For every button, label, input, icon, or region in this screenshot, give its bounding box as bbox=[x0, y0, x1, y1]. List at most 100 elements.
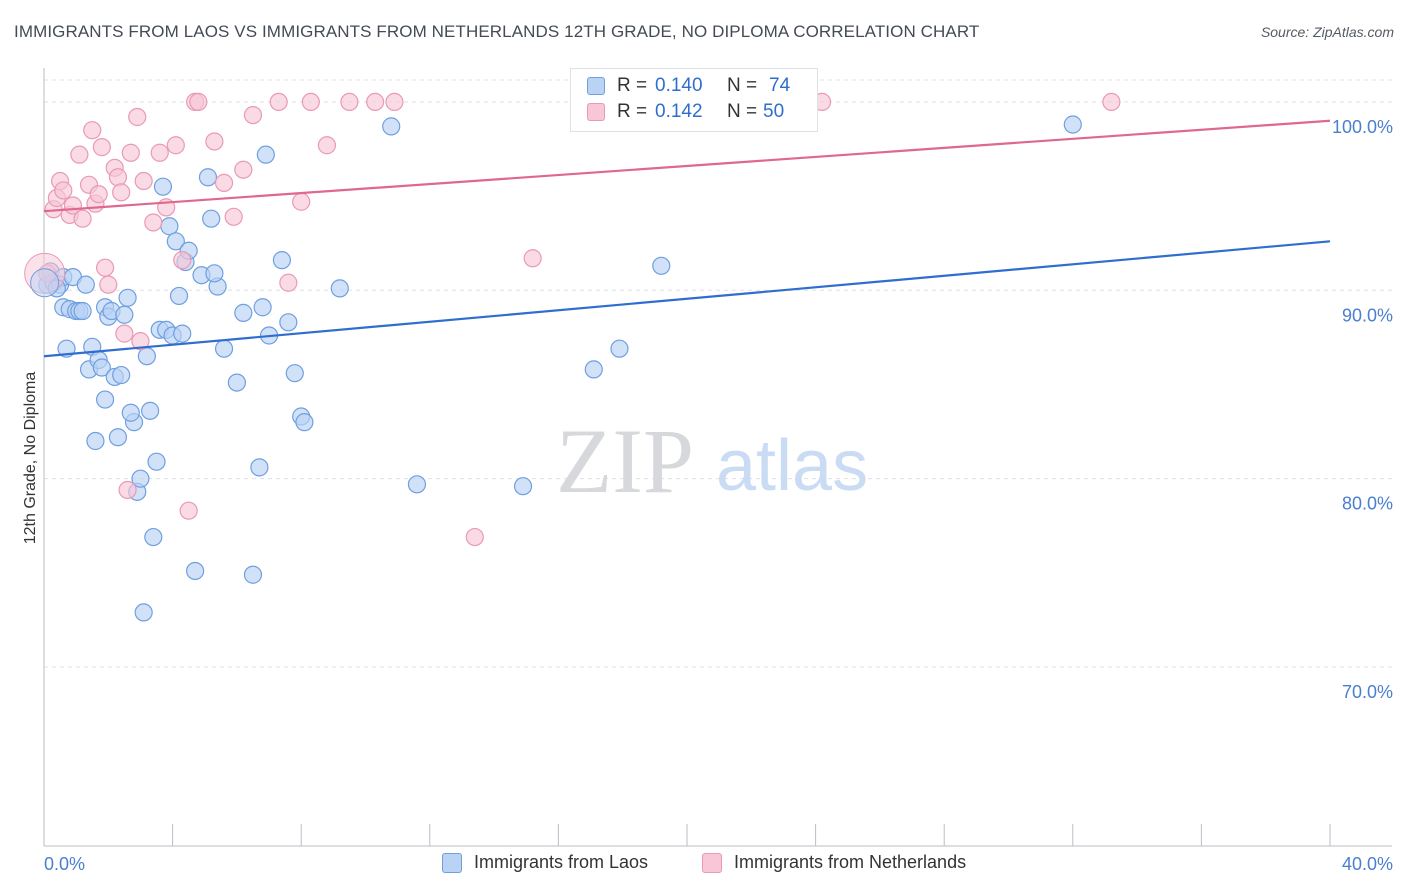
data-point-laos[interactable] bbox=[92, 358, 111, 377]
legend-swatch-laos bbox=[587, 77, 605, 95]
data-point-netherlands[interactable] bbox=[89, 185, 108, 204]
y-tick-label: 90.0% bbox=[1342, 305, 1393, 325]
data-point-laos[interactable] bbox=[205, 264, 224, 283]
data-point-laos[interactable] bbox=[256, 145, 275, 164]
points-layer bbox=[24, 92, 1121, 622]
data-point-laos[interactable] bbox=[513, 477, 533, 496]
data-point-laos[interactable] bbox=[227, 373, 246, 392]
data-point-laos[interactable] bbox=[112, 365, 131, 385]
data-point-netherlands[interactable] bbox=[214, 173, 234, 193]
data-point-netherlands[interactable] bbox=[144, 213, 163, 232]
data-point-netherlands[interactable] bbox=[173, 251, 192, 270]
tick-label-layer: 70.0% 80.0% 90.0% 100.0% 0.0% 40.0% bbox=[44, 117, 1393, 874]
data-point-netherlands[interactable] bbox=[121, 143, 140, 162]
data-point-laos[interactable] bbox=[202, 209, 221, 228]
y-tick-label: 80.0% bbox=[1342, 494, 1393, 514]
data-point-netherlands[interactable] bbox=[73, 209, 92, 228]
data-point-laos[interactable] bbox=[121, 403, 140, 422]
data-point-laos[interactable] bbox=[76, 275, 95, 294]
data-point-laos[interactable] bbox=[147, 452, 166, 471]
data-point-laos[interactable] bbox=[610, 339, 629, 358]
data-point-netherlands[interactable] bbox=[112, 183, 131, 202]
data-point-netherlands[interactable] bbox=[108, 168, 128, 187]
data-point-laos[interactable] bbox=[86, 431, 105, 451]
data-point-laos[interactable] bbox=[140, 401, 160, 420]
data-point-laos[interactable] bbox=[253, 298, 272, 317]
x-tick-label-min: 0.0% bbox=[44, 854, 85, 874]
data-point-netherlands[interactable] bbox=[366, 92, 385, 112]
data-point-netherlands[interactable] bbox=[92, 138, 111, 157]
data-point-netherlands[interactable] bbox=[99, 275, 118, 294]
data-point-laos[interactable] bbox=[330, 279, 349, 298]
data-point-netherlands[interactable] bbox=[166, 136, 185, 155]
data-point-netherlands[interactable] bbox=[189, 92, 208, 112]
data-point-netherlands[interactable] bbox=[301, 92, 320, 112]
data-point-laos[interactable] bbox=[144, 527, 163, 547]
data-point-netherlands[interactable] bbox=[179, 501, 198, 520]
data-point-netherlands[interactable] bbox=[131, 332, 150, 351]
data-point-netherlands[interactable] bbox=[118, 480, 137, 500]
trend-layer bbox=[43, 119, 1331, 358]
data-point-netherlands[interactable] bbox=[128, 107, 147, 127]
legend-n-label: N = bbox=[727, 75, 758, 96]
legend-swatch-laos bbox=[442, 853, 462, 873]
watermark-zip: ZIP bbox=[556, 410, 694, 512]
data-point-laos[interactable] bbox=[652, 256, 671, 275]
data-point-netherlands[interactable] bbox=[465, 527, 484, 547]
data-point-netherlands[interactable] bbox=[340, 92, 359, 112]
data-point-laos[interactable] bbox=[250, 458, 269, 477]
data-point-netherlands[interactable] bbox=[224, 207, 243, 226]
data-point-laos[interactable] bbox=[584, 360, 603, 379]
legend-swatch-netherlands bbox=[587, 103, 605, 121]
legend-r-value-netherlands: 0.142 bbox=[655, 101, 703, 122]
data-point-laos[interactable] bbox=[95, 390, 115, 409]
data-point-netherlands[interactable] bbox=[234, 160, 253, 179]
data-point-laos[interactable] bbox=[407, 475, 427, 494]
data-point-laos[interactable] bbox=[279, 313, 298, 332]
trend-line-netherlands bbox=[43, 119, 1331, 213]
data-point-netherlands[interactable] bbox=[115, 324, 134, 343]
data-point-netherlands[interactable] bbox=[292, 192, 311, 211]
data-point-laos[interactable] bbox=[173, 324, 192, 343]
data-point-netherlands[interactable] bbox=[205, 132, 224, 151]
data-point-netherlands[interactable] bbox=[279, 273, 298, 292]
data-point-netherlands[interactable] bbox=[54, 181, 73, 200]
data-point-laos[interactable] bbox=[1063, 115, 1082, 134]
data-point-netherlands[interactable] bbox=[95, 258, 115, 277]
data-point-laos[interactable] bbox=[214, 339, 234, 358]
data-point-laos[interactable] bbox=[134, 603, 153, 622]
data-point-laos[interactable] bbox=[285, 364, 304, 383]
data-point-laos[interactable] bbox=[115, 305, 134, 324]
legend-r-label: R = bbox=[617, 75, 648, 96]
data-point-laos[interactable] bbox=[234, 303, 253, 322]
data-point-laos[interactable] bbox=[166, 232, 185, 251]
data-point-laos[interactable] bbox=[160, 217, 179, 236]
data-point-netherlands[interactable] bbox=[269, 92, 288, 112]
data-point-laos[interactable] bbox=[243, 565, 263, 584]
data-point-netherlands[interactable] bbox=[243, 105, 263, 125]
data-point-laos[interactable] bbox=[382, 117, 401, 136]
data-point-laos[interactable] bbox=[295, 413, 314, 432]
data-point-laos[interactable] bbox=[198, 168, 218, 187]
data-point-laos[interactable] bbox=[153, 177, 173, 196]
data-point-netherlands[interactable] bbox=[70, 145, 89, 164]
data-point-laos-large[interactable] bbox=[30, 268, 60, 298]
legend-swatch-netherlands bbox=[702, 853, 722, 873]
data-point-netherlands[interactable] bbox=[523, 249, 542, 268]
data-point-laos[interactable] bbox=[137, 347, 156, 366]
data-point-laos[interactable] bbox=[169, 286, 189, 306]
data-point-netherlands[interactable] bbox=[134, 171, 153, 191]
data-point-laos[interactable] bbox=[108, 428, 128, 447]
data-point-laos[interactable] bbox=[73, 301, 92, 321]
data-point-netherlands[interactable] bbox=[83, 121, 102, 140]
data-point-laos[interactable] bbox=[186, 561, 205, 581]
data-point-netherlands[interactable] bbox=[1102, 92, 1121, 112]
data-point-laos[interactable] bbox=[272, 251, 292, 270]
data-point-laos[interactable] bbox=[118, 288, 137, 307]
data-point-laos[interactable] bbox=[131, 469, 150, 488]
data-point-netherlands[interactable] bbox=[317, 136, 337, 155]
data-point-netherlands[interactable] bbox=[150, 143, 169, 162]
data-point-netherlands[interactable] bbox=[385, 92, 404, 112]
legend-label-netherlands: Immigrants from Netherlands bbox=[734, 852, 967, 872]
